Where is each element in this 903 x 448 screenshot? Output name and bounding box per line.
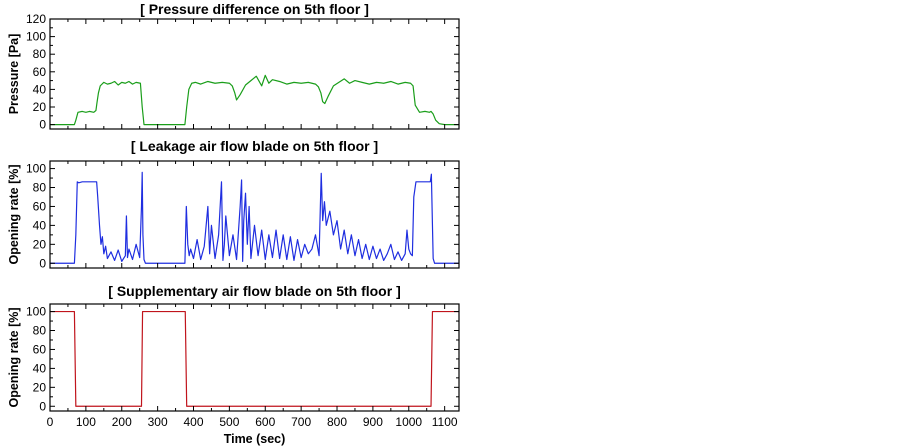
- plot-frame: [49, 303, 460, 412]
- y-tick-label: 20: [33, 237, 47, 251]
- x-tick-label: 1100: [432, 415, 458, 429]
- chart-title: [ Leakage air flow blade on 5th floor ]: [131, 138, 378, 154]
- x-tick-label: 900: [363, 415, 383, 429]
- y-tick-label: 100: [26, 30, 46, 44]
- plot-frame: [49, 18, 460, 130]
- y-tick-label: 60: [33, 65, 47, 79]
- x-axis-label: Time (sec): [224, 432, 286, 446]
- x-tick-label: 400: [183, 415, 203, 429]
- supplementary-blade-chart: [ Supplementary air flow blade on 5th fl…: [7, 283, 460, 446]
- pressure-chart: [ Pressure difference on 5th floor ] Pre…: [7, 1, 460, 132]
- chart-title: [ Supplementary air flow blade on 5th fl…: [108, 283, 400, 299]
- y-tick-label: 20: [33, 100, 47, 114]
- x-tick-label: 800: [327, 415, 347, 429]
- y-tick-label: 40: [33, 361, 47, 375]
- x-tick-label: 0: [47, 415, 54, 429]
- plot-frame: [49, 160, 460, 269]
- y-tick-label: 80: [33, 47, 47, 61]
- x-tick-label: 500: [219, 415, 239, 429]
- y-tick-label: 100: [26, 162, 46, 176]
- series-line: [50, 74, 459, 126]
- y-tick-label: 100: [26, 305, 46, 319]
- x-tick-label: 1000: [395, 415, 422, 429]
- y-tick-label: 40: [33, 82, 47, 96]
- y-axis-label: Opening rate [%]: [7, 164, 21, 264]
- y-tick-label: 20: [33, 380, 47, 394]
- y-axis-label: Opening rate [%]: [7, 307, 21, 407]
- x-tick-label: 200: [112, 415, 132, 429]
- y-tick-label: 60: [33, 342, 47, 356]
- x-tick-label: 300: [148, 415, 168, 429]
- y-tick-label: 120: [26, 12, 46, 26]
- y-tick-label: 80: [33, 324, 47, 338]
- y-tick-label: 40: [33, 218, 47, 232]
- x-tick-label: 100: [76, 415, 96, 429]
- y-tick-label: 0: [39, 256, 46, 270]
- y-tick-label: 0: [39, 399, 46, 413]
- series-line: [50, 310, 459, 407]
- y-tick-label: 60: [33, 199, 47, 213]
- y-axis-label: Pressure [Pa]: [7, 34, 21, 115]
- y-tick-label: 80: [33, 181, 47, 195]
- x-tick-label: 600: [255, 415, 275, 429]
- chart-title: [ Pressure difference on 5th floor ]: [140, 1, 369, 17]
- x-tick-label: 700: [291, 415, 311, 429]
- y-tick-label: 0: [39, 118, 46, 132]
- series-line: [50, 171, 459, 264]
- leakage-blade-chart: [ Leakage air flow blade on 5th floor ] …: [7, 138, 460, 270]
